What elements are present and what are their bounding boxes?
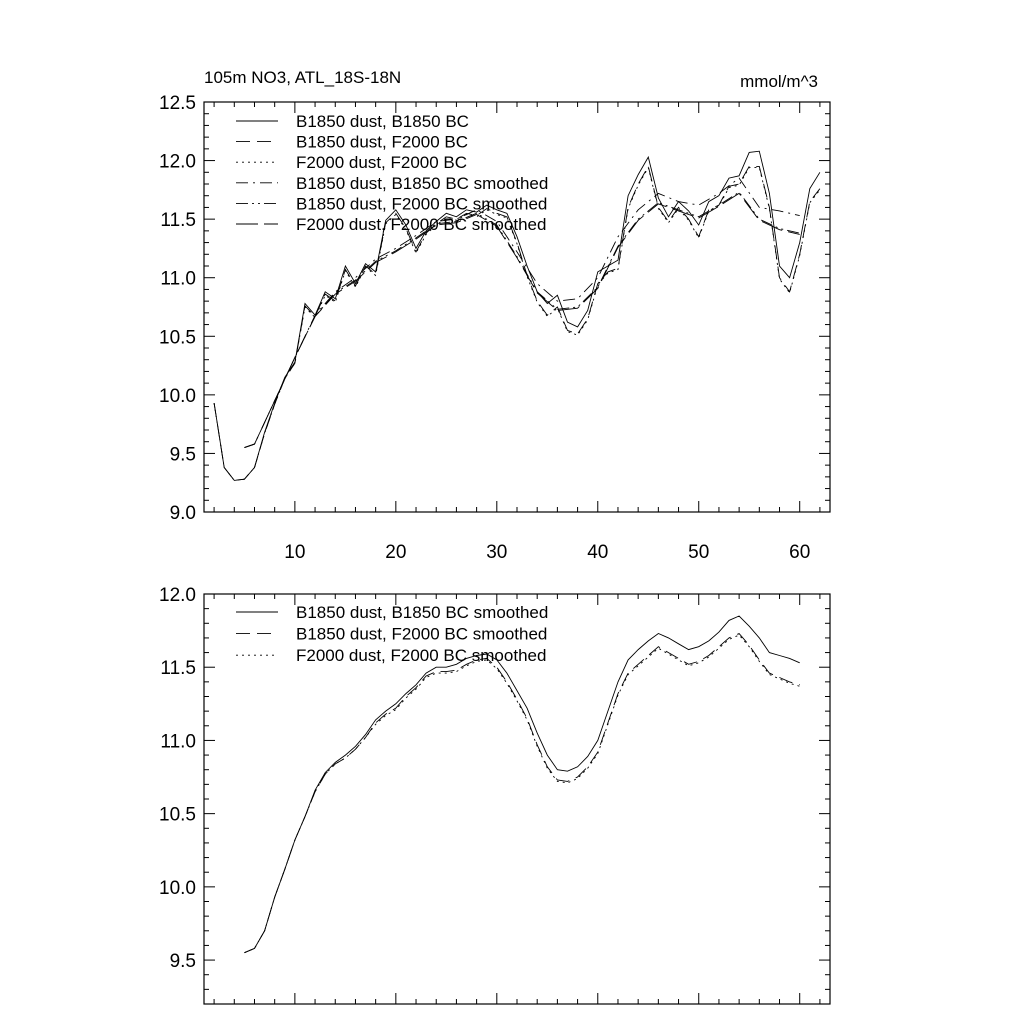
y-tick-label: 9.5 xyxy=(170,951,196,972)
x-tick-label: 40 xyxy=(587,542,608,563)
series-line-2 xyxy=(244,632,800,954)
legend-label: F2000 dust, F2000 BC xyxy=(296,153,467,172)
series-line-1 xyxy=(244,615,800,954)
y-tick-label: 10.0 xyxy=(159,878,196,899)
legend-label: B1850 dust, F2000 BC xyxy=(296,133,468,152)
legend-label: B1850 dust, B1850 BC smoothed xyxy=(296,603,548,622)
y-tick-label: 11.0 xyxy=(160,269,196,290)
series-line-4 xyxy=(244,177,800,449)
series-line-6 xyxy=(244,192,800,449)
bottom-panel: 9.5 10.0 10.5 11.0 11.5 12.0 B1850 dust, B1850… xyxy=(159,585,831,1005)
y-tick-label: 10.0 xyxy=(159,386,196,407)
legend-label: F2000 dust, F2000 BC smoothed xyxy=(296,646,546,665)
series-line-5 xyxy=(244,191,800,449)
y-tick-label: 12.5 xyxy=(159,93,196,114)
top-panel: 9.0 9.5 10.0 10.5 11.0 11.5 12.0 12.5 10 20 30 40 50… xyxy=(159,93,831,563)
x-tick-label: 60 xyxy=(789,542,810,563)
series-line-2 xyxy=(213,165,821,481)
y-tick-label: 11.5 xyxy=(160,658,196,679)
legend-label: B1850 dust, F2000 BC smoothed xyxy=(296,625,547,644)
legend-label: B1850 dust, B1850 BC xyxy=(296,112,469,131)
y-tick-label: 11.5 xyxy=(160,210,196,231)
x-tick-label: 10 xyxy=(284,542,305,563)
legend-label: B1850 dust, B1850 BC smoothed xyxy=(296,174,548,193)
y-tick-label: 12.0 xyxy=(159,152,196,173)
y-tick-label: 12.0 xyxy=(159,585,196,606)
legend-label: F2000 dust, F2000 BC smoothed xyxy=(296,215,546,234)
y-tick-label: 10.5 xyxy=(159,327,196,348)
series-line-3 xyxy=(244,634,800,954)
x-tick-label: 50 xyxy=(688,542,709,563)
series-line-3 xyxy=(213,166,821,481)
y-tick-label: 9.5 xyxy=(170,444,196,465)
y-tick-label: 9.0 xyxy=(170,503,196,524)
x-tick-label: 20 xyxy=(385,542,406,563)
legend-label: B1850 dust, F2000 BC smoothed xyxy=(296,194,547,213)
top-panel-units: mmol/m^3 xyxy=(740,72,818,91)
top-panel-title: 105m NO3, ATL_18S-18N xyxy=(204,68,401,87)
y-tick-label: 11.0 xyxy=(160,731,196,752)
y-tick-label: 10.5 xyxy=(159,805,196,826)
x-tick-label: 30 xyxy=(486,542,507,563)
